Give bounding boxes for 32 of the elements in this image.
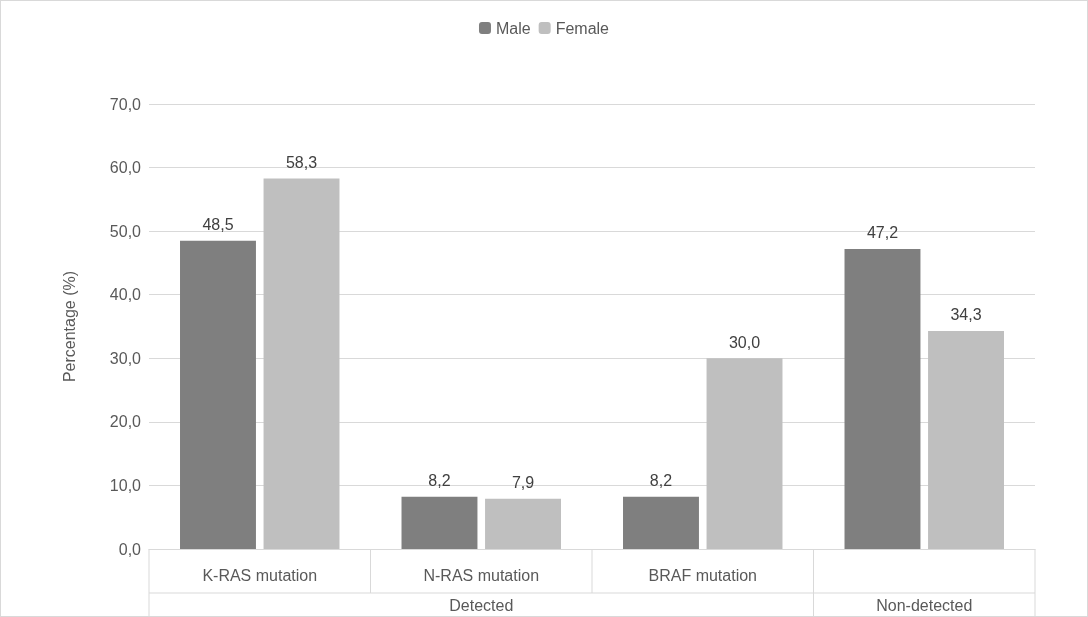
- y-axis-title: Percentage (%): [60, 270, 78, 383]
- bar: [928, 330, 1004, 549]
- x-tick-label: BRAF mutation: [648, 566, 757, 584]
- x-tick-label: N-RAS mutation: [423, 566, 540, 584]
- x-tick-label: K-RAS mutation: [202, 566, 318, 584]
- bar: [401, 496, 478, 549]
- y-tick-label: 20,0: [109, 413, 142, 431]
- legend-label: Male: [495, 19, 531, 37]
- bar: [844, 248, 921, 549]
- y-tick-label: 50,0: [109, 222, 142, 240]
- text: Detected: [449, 596, 514, 614]
- bar: [263, 178, 340, 549]
- data-label: 48,5: [202, 216, 234, 234]
- data-label: 58,3: [285, 153, 318, 171]
- data-label: 30,0: [728, 333, 761, 351]
- text: Non-detected: [876, 596, 973, 614]
- data-label: 7,9: [511, 474, 535, 492]
- bar: [485, 498, 561, 549]
- data-label: 34,3: [950, 306, 982, 324]
- y-tick-label: 30,0: [109, 349, 142, 367]
- data-label: 8,2: [649, 472, 673, 490]
- bar: [706, 358, 783, 549]
- legend-label: Female: [555, 19, 610, 37]
- y-tick-label: 70,0: [109, 95, 142, 113]
- y-tick-label: 60,0: [109, 159, 142, 177]
- bar: [180, 240, 256, 549]
- y-tick-label: 0,0: [118, 540, 142, 558]
- y-tick-label: 40,0: [109, 286, 142, 304]
- bar: [623, 496, 699, 549]
- data-label: 47,2: [866, 224, 899, 242]
- data-label: 8,2: [428, 472, 451, 490]
- y-tick-label: 10,0: [109, 476, 142, 494]
